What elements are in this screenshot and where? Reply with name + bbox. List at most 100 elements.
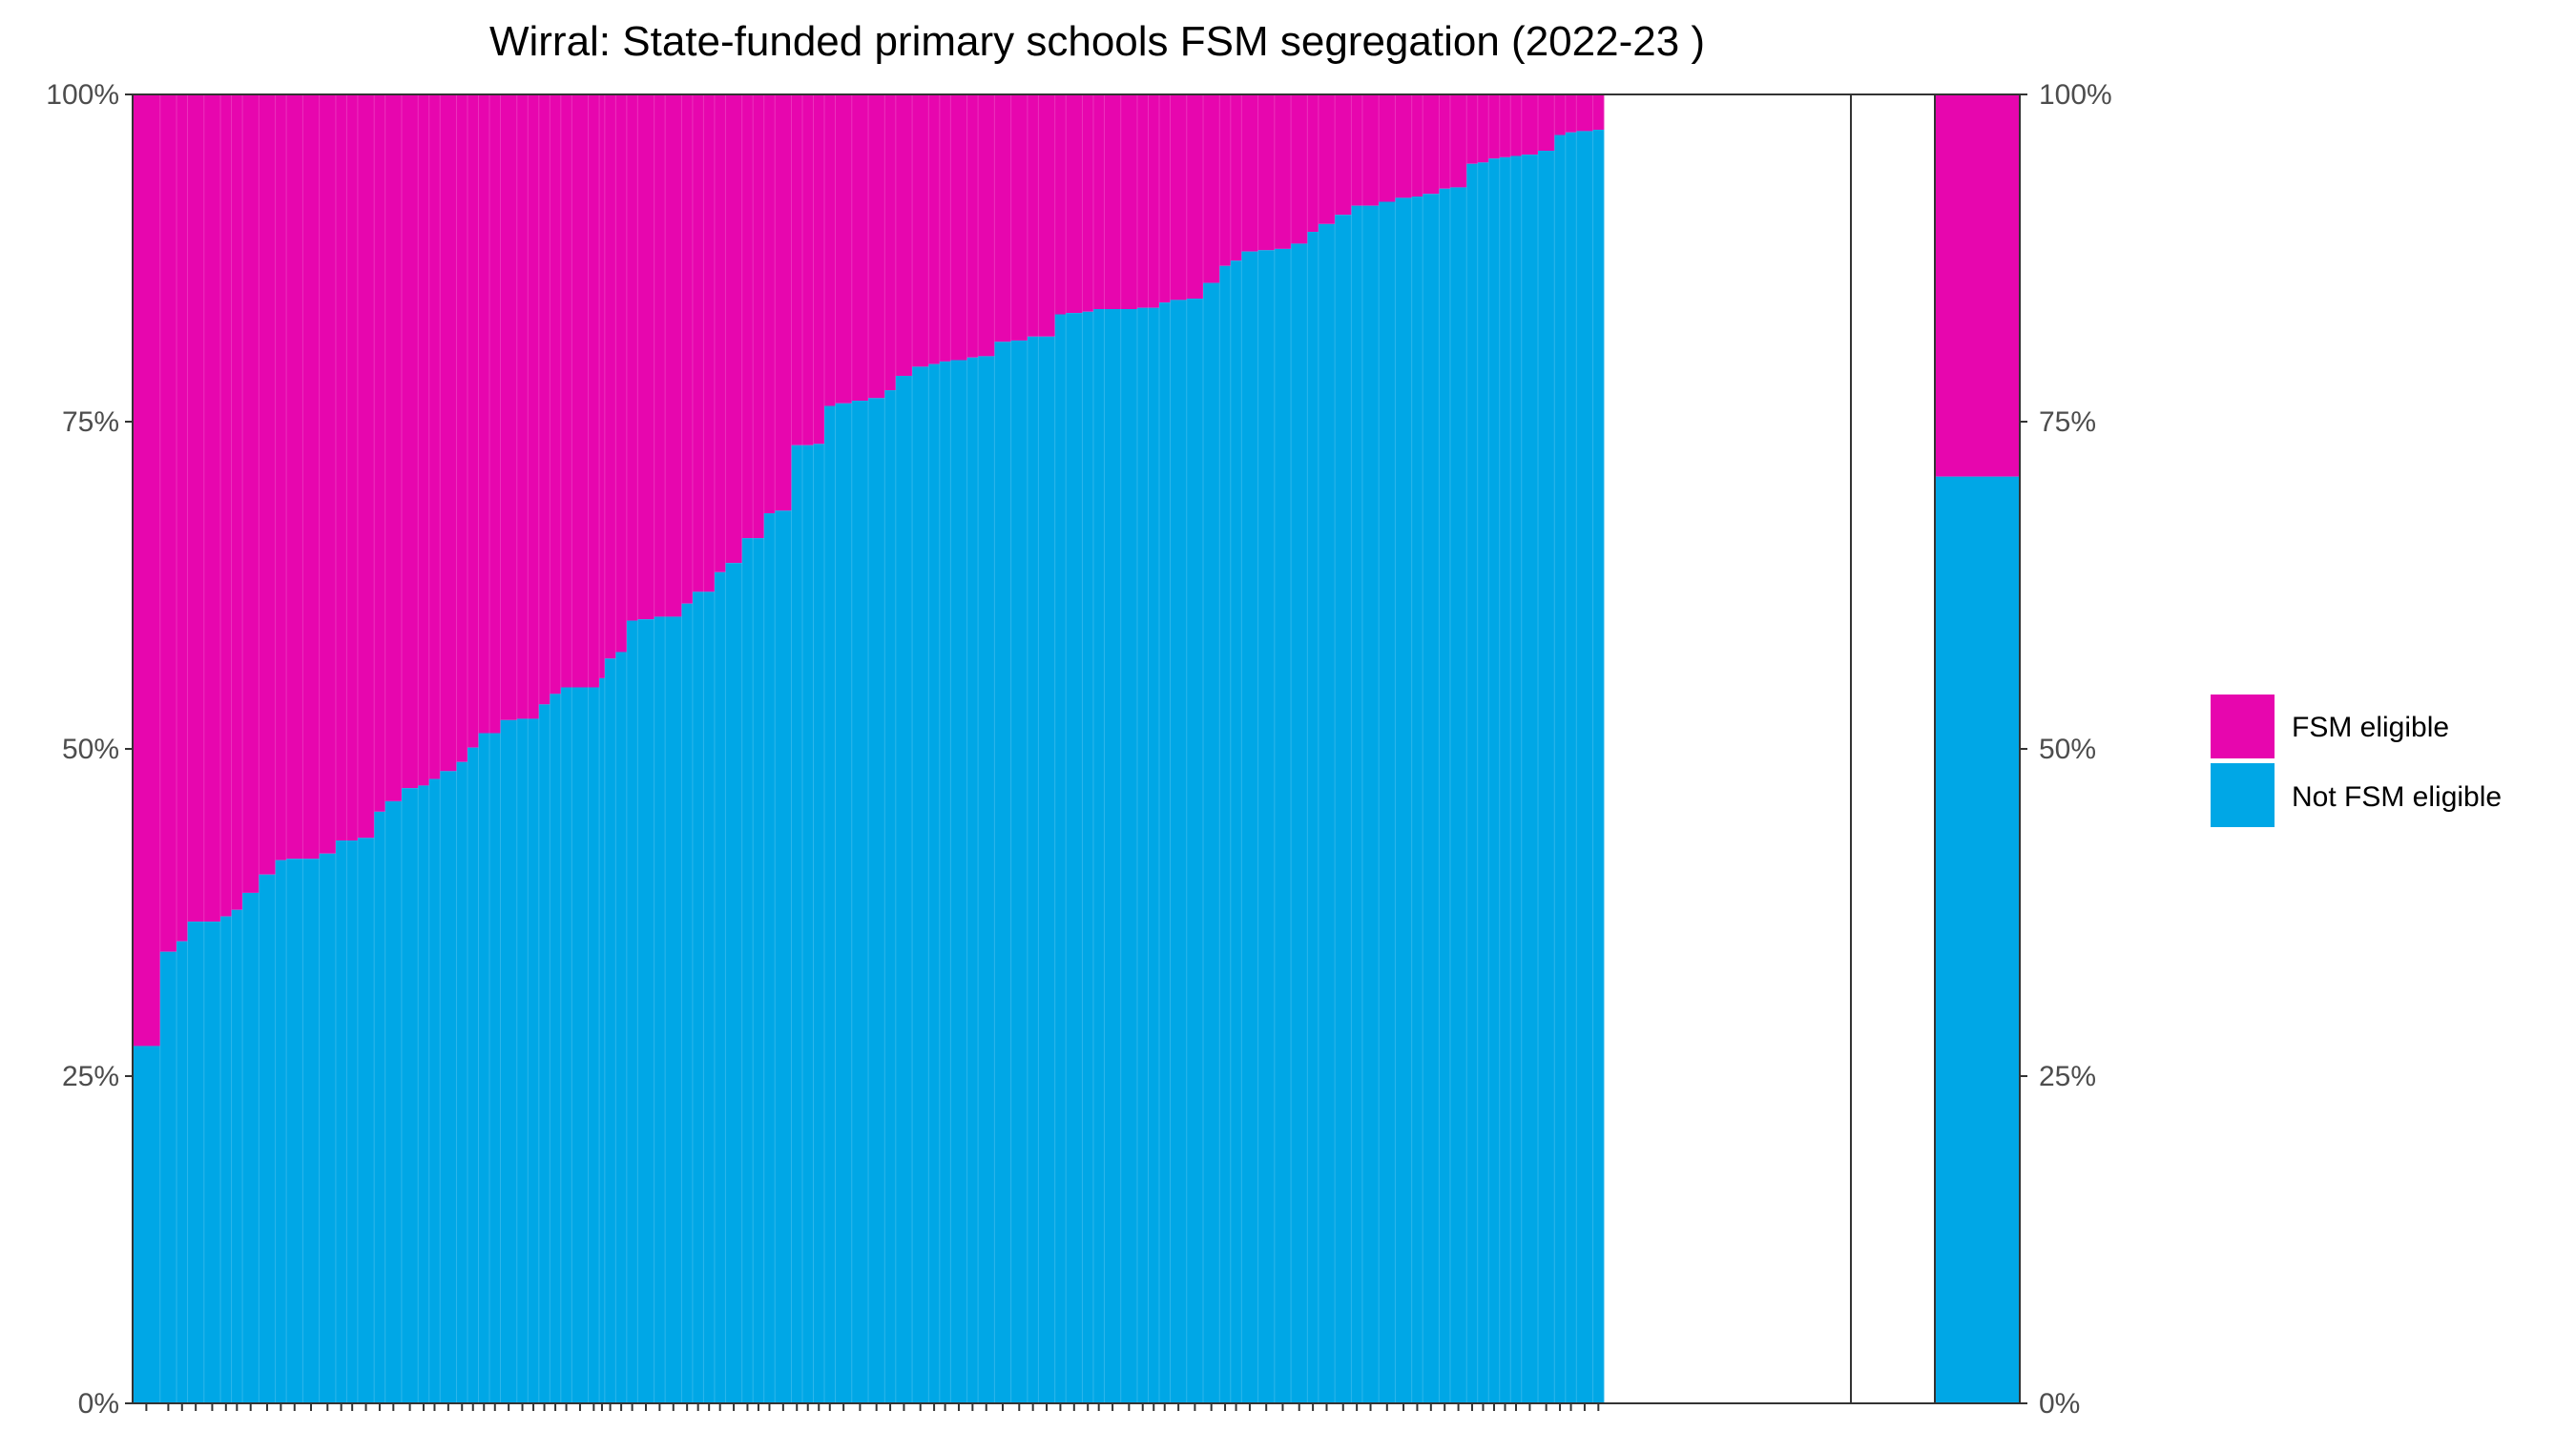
bar-not-fsm-19 <box>401 788 419 1403</box>
bar-not-fsm-25 <box>478 733 490 1403</box>
bar-fsm-64 <box>966 94 979 358</box>
bar-fsm-72 <box>1082 94 1094 312</box>
right-tick-label: 100% <box>2039 79 2112 111</box>
bar-fsm-21 <box>428 94 441 779</box>
bar-fsm-12 <box>302 94 321 860</box>
bar-not-fsm-28 <box>516 718 529 1403</box>
bar-not-fsm-27 <box>500 719 518 1403</box>
bar-fsm-75 <box>1120 94 1138 310</box>
bar-not-fsm-74 <box>1104 309 1122 1403</box>
bar-not-fsm-59 <box>895 375 913 1404</box>
bar-fsm-68 <box>1027 94 1039 337</box>
bar-fsm-23 <box>456 94 468 762</box>
bar-not-fsm-43 <box>692 591 704 1403</box>
bar-fsm-13 <box>319 94 337 854</box>
bar-fsm-87 <box>1291 94 1308 244</box>
bar-not-fsm-18 <box>384 800 403 1403</box>
bar-fsm-99 <box>1466 94 1479 164</box>
left-y-axis: 0% 25% 50% 75% 100% <box>46 79 133 1420</box>
bar-not-fsm-52 <box>801 445 814 1403</box>
bar-not-fsm-34 <box>588 687 600 1403</box>
bar-not-fsm-103 <box>1510 156 1523 1403</box>
legend-label-fsm: FSM eligible <box>2292 712 2449 743</box>
bar-fsm-90 <box>1335 94 1352 216</box>
bar-fsm-25 <box>478 94 490 734</box>
bar-fsm-54 <box>824 94 836 406</box>
bar-fsm-80 <box>1186 94 1204 300</box>
bar-not-fsm-16 <box>357 838 375 1403</box>
left-tick-label: 75% <box>62 406 119 438</box>
right-tick-label: 50% <box>2039 734 2096 765</box>
bar-not-fsm-90 <box>1335 215 1352 1403</box>
bar-not-fsm-106 <box>1554 135 1567 1404</box>
bar-fsm-27 <box>500 94 518 720</box>
bar-not-fsm-53 <box>813 444 825 1404</box>
bar-fsm-104 <box>1521 94 1539 156</box>
bar-not-fsm-93 <box>1379 201 1396 1403</box>
bar-not-fsm-73 <box>1092 309 1105 1403</box>
bar-not-fsm-80 <box>1186 299 1204 1404</box>
legend-swatch-not-fsm <box>2211 763 2275 827</box>
bar-not-fsm-101 <box>1488 158 1501 1403</box>
bar-not-fsm-29 <box>528 718 540 1403</box>
bar-not-fsm-100 <box>1477 162 1489 1403</box>
bar-not-fsm-6 <box>220 916 232 1403</box>
bar-not-fsm-94 <box>1395 197 1413 1404</box>
legend: FSM eligible Not FSM eligible <box>2211 695 2502 827</box>
bar-not-fsm-5 <box>203 922 221 1403</box>
bar-fsm-26 <box>489 94 501 734</box>
bar-not-fsm-65 <box>978 356 995 1403</box>
overall-bar <box>1935 94 2020 1403</box>
bar-not-fsm-36 <box>604 658 616 1403</box>
left-tick-label: 25% <box>62 1061 119 1092</box>
bar-fsm-53 <box>813 94 825 445</box>
left-tick-label: 100% <box>46 79 119 111</box>
bar-fsm-92 <box>1361 94 1380 206</box>
bar-not-fsm-91 <box>1351 205 1363 1403</box>
bar-not-fsm-35 <box>599 677 606 1403</box>
bar-fsm-19 <box>401 94 419 789</box>
bar-fsm-67 <box>1010 94 1028 341</box>
bar-fsm-86 <box>1274 94 1292 249</box>
bar-fsm-56 <box>851 94 869 402</box>
bar-fsm-77 <box>1148 94 1160 308</box>
bar-not-fsm-10 <box>275 860 287 1403</box>
bar-fsm-8 <box>242 94 260 893</box>
bar-fsm-38 <box>626 94 638 621</box>
bar-fsm-65 <box>978 94 995 357</box>
bar-fsm-98 <box>1449 94 1467 188</box>
x-axis-ticks <box>145 1403 1600 1411</box>
bar-fsm-85 <box>1257 94 1276 251</box>
bar-not-fsm-83 <box>1230 260 1242 1403</box>
bar-fsm-103 <box>1510 94 1523 156</box>
bar-fsm-29 <box>528 94 540 719</box>
bar-fsm-107 <box>1565 94 1577 133</box>
legend-label-not-fsm: Not FSM eligible <box>2292 781 2502 813</box>
bar-fsm-105 <box>1538 94 1555 151</box>
bar-not-fsm-71 <box>1066 313 1083 1403</box>
bar-fsm-9 <box>259 94 277 875</box>
bar-fsm-49 <box>763 94 776 514</box>
bar-fsm-57 <box>868 94 885 399</box>
bar-not-fsm-46 <box>725 563 743 1403</box>
bar-fsm-5 <box>203 94 221 923</box>
bar-not-fsm-92 <box>1361 205 1380 1403</box>
bar-not-fsm-12 <box>302 859 321 1403</box>
bar-not-fsm-40 <box>654 616 666 1403</box>
bar-fsm-60 <box>912 94 929 367</box>
bar-not-fsm-23 <box>456 761 468 1403</box>
bar-fsm-55 <box>835 94 853 404</box>
bar-fsm-40 <box>654 94 666 617</box>
bar-fsm-89 <box>1318 94 1336 224</box>
bar-fsm-71 <box>1066 94 1083 314</box>
bar-not-fsm-61 <box>928 363 941 1404</box>
bar-fsm-97 <box>1439 94 1451 189</box>
bar-not-fsm-108 <box>1576 131 1593 1403</box>
bar-fsm-82 <box>1219 94 1232 266</box>
bar-not-fsm-11 <box>286 859 303 1403</box>
bar-not-fsm-30 <box>538 704 551 1403</box>
bar-not-fsm-3 <box>177 941 188 1403</box>
bar-not-fsm-57 <box>868 398 885 1404</box>
chart-title: Wirral: State-funded primary schools FSM… <box>489 18 1705 65</box>
